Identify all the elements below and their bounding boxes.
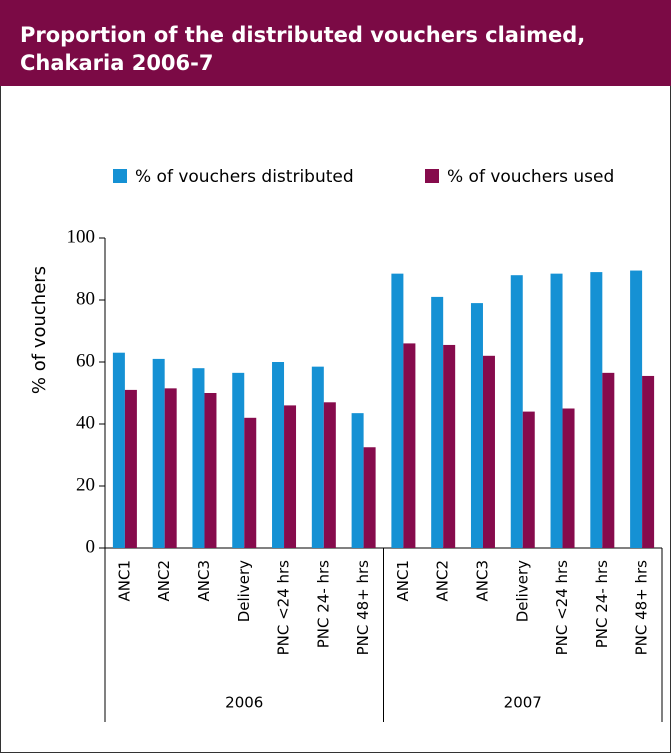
group-label: 2007 (504, 694, 542, 712)
x-tick-label: PNC <24 hrs (275, 560, 293, 656)
x-tick-label: Delivery (235, 560, 253, 622)
bar (562, 408, 575, 548)
bar (642, 375, 655, 548)
bar (284, 405, 297, 548)
x-tick-label: ANC2 (434, 560, 452, 602)
bar (112, 352, 125, 548)
x-tick-label: PNC 24- hrs (314, 560, 332, 648)
legend-swatch (425, 169, 439, 183)
legend-label: % of vouchers distributed (135, 167, 354, 187)
legend-label: % of vouchers used (447, 167, 614, 187)
bar (522, 411, 535, 548)
y-axis-label: % of vouchers (29, 266, 50, 394)
x-tick-label: ANC3 (195, 560, 213, 602)
header (0, 0, 671, 86)
bar (204, 393, 217, 548)
x-tick-label: PNC <24 hrs (553, 560, 571, 656)
bar (152, 358, 165, 548)
bar (323, 402, 336, 548)
bar (244, 417, 257, 548)
x-tick-label: ANC1 (115, 560, 133, 602)
bar (470, 303, 483, 548)
y-tick-label: 100 (67, 226, 96, 247)
bar (443, 344, 456, 548)
bar (192, 368, 205, 548)
y-tick-label: 40 (76, 412, 95, 433)
x-tick-label: PNC 48+ hrs (633, 560, 651, 656)
y-tick-label: 20 (76, 474, 95, 495)
bar (164, 388, 177, 548)
chart-title: Chakaria 2006-7 (20, 51, 213, 75)
bar (363, 447, 376, 548)
x-tick-label: ANC3 (473, 560, 491, 602)
bar (272, 362, 285, 548)
x-tick-label: PNC 48+ hrs (354, 560, 372, 656)
y-tick-label: 80 (76, 288, 95, 309)
bar (311, 366, 324, 548)
bar (124, 389, 137, 548)
bar (630, 270, 643, 548)
group-label: 2006 (225, 694, 263, 712)
bar (482, 355, 495, 548)
x-tick-label: ANC1 (394, 560, 412, 602)
chart-title: Proportion of the distributed vouchers c… (20, 23, 585, 47)
bar (590, 272, 603, 548)
y-tick-label: 0 (86, 536, 96, 557)
y-tick-label: 60 (76, 350, 95, 371)
bar (550, 273, 563, 548)
bar (403, 343, 416, 548)
bar (602, 372, 615, 548)
bar (232, 372, 245, 548)
x-tick-label: Delivery (513, 560, 531, 622)
bar (510, 275, 523, 548)
x-tick-label: ANC2 (155, 560, 173, 602)
bar (391, 273, 404, 548)
bar (351, 413, 364, 548)
x-tick-label: PNC 24- hrs (593, 560, 611, 648)
legend-swatch (113, 169, 127, 183)
bar (431, 296, 444, 548)
